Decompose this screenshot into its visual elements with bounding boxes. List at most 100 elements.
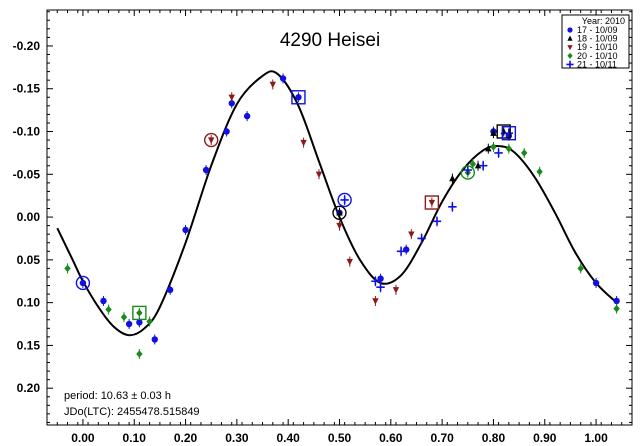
data-point: [392, 287, 400, 294]
x-axis: 0.00 0.10 0.20 0.30 0.40 0.50 0.60 0.70 0.80 0.90…: [46, 10, 633, 445]
x-tick-label: 0.10: [123, 431, 147, 445]
highlight-square: [496, 124, 511, 139]
data-point: [336, 222, 343, 230]
data-point: [315, 171, 323, 178]
data-point: [295, 94, 302, 101]
data-point: [64, 264, 71, 273]
data-point: [396, 247, 406, 256]
data-point: [613, 304, 620, 313]
highlight-circle: [332, 205, 347, 220]
data-point: [146, 317, 153, 326]
y-axis: -0.20 -0.15 -0.10 -0.05 0.00 0.05 0.10 0.15 0.20: [13, 11, 632, 423]
series-3: [208, 79, 436, 306]
highlight-circle: [75, 275, 91, 291]
data-point: [577, 264, 584, 273]
x-tick-label: 0.40: [277, 431, 301, 445]
x-tick-label: 1.00: [584, 431, 608, 445]
legend-box: [561, 14, 630, 69]
fit-curve: [56, 70, 618, 337]
data-point: [448, 202, 457, 212]
x-tick-label: 0.60: [379, 431, 403, 445]
y-tick-label: 0.20: [17, 381, 41, 395]
data-point: [279, 75, 287, 82]
y-tick-label: 0.10: [17, 296, 41, 310]
data-point: [428, 199, 436, 207]
legend-marker: [567, 52, 573, 59]
highlight-square: [132, 305, 147, 321]
data-point: [504, 129, 514, 138]
data-point: [536, 168, 543, 176]
data-point: [300, 139, 307, 147]
annotation-period: period: 10.63 ± 0.03 h: [64, 390, 171, 402]
data-point: [372, 298, 379, 305]
data-point: [228, 94, 235, 101]
x-tick-label: 0.80: [482, 431, 506, 445]
data-point: [376, 283, 385, 292]
data-point: [474, 162, 482, 169]
data-point: [490, 129, 497, 136]
data-point: [592, 279, 600, 287]
legend-label: 19 - 10/10: [577, 42, 618, 52]
x-tick-label: 0.90: [533, 431, 557, 445]
y-tick-label: -0.20: [13, 39, 41, 53]
y-tick-label: 0.05: [17, 253, 41, 267]
x-tick-label: 0.20: [174, 431, 198, 445]
highlight-square: [424, 195, 440, 210]
y-tick-label: -0.10: [13, 125, 41, 139]
y-tick-label: 0.00: [17, 210, 41, 224]
highlight-square: [291, 90, 306, 105]
data-point: [478, 161, 488, 170]
data-point: [521, 149, 528, 157]
data-point: [208, 137, 215, 144]
data-point: [336, 209, 343, 216]
data-point: [269, 81, 276, 89]
chart-title: 4290 Heisei: [280, 30, 380, 51]
data-point: [166, 286, 174, 294]
data-point: [243, 112, 251, 120]
legend-label: 17 - 10/09: [577, 25, 618, 35]
data-point: [79, 279, 87, 287]
legend-title: Year: 2010: [582, 16, 625, 26]
highlight-circle: [337, 192, 352, 208]
data-point: [377, 275, 384, 282]
highlight-layer: [75, 90, 517, 321]
data-point: [432, 217, 442, 226]
x-tick-label: 0.00: [71, 431, 95, 445]
legend-marker: [566, 60, 574, 68]
data-point: [346, 258, 353, 266]
data-point: [408, 231, 415, 238]
annotation-epoch: JDo(LTC): 2455478.515849: [64, 406, 200, 418]
x-tick-label: 0.30: [225, 431, 249, 445]
legend-label: 21 - 10/11: [577, 59, 617, 69]
legend-marker: [567, 35, 573, 41]
data-point: [417, 234, 426, 243]
data-point: [136, 319, 143, 326]
legend-label: 18 - 10/09: [577, 34, 618, 44]
data-point: [340, 195, 349, 205]
data-point: [613, 297, 620, 305]
y-tick-label: -0.05: [13, 167, 41, 181]
data-point: [105, 305, 112, 314]
data-point: [371, 277, 380, 286]
highlight-circle: [204, 132, 219, 148]
data-point: [136, 309, 143, 317]
data-point: [490, 143, 497, 151]
x-tick-label: 0.70: [430, 431, 454, 445]
data-point: [125, 320, 133, 328]
data-point: [449, 174, 456, 182]
data-point: [494, 148, 503, 158]
x-tick-label: 0.50: [328, 431, 352, 445]
legend-marker: [567, 27, 573, 33]
y-tick-label: 0.15: [17, 338, 41, 352]
data-point: [182, 226, 189, 234]
data-point: [100, 297, 107, 305]
highlight-square: [501, 126, 517, 141]
data-point: [120, 313, 128, 321]
y-tick-label: -0.15: [13, 82, 41, 96]
data-point: [202, 166, 210, 174]
data-point: [223, 128, 230, 135]
data-point: [228, 100, 235, 107]
